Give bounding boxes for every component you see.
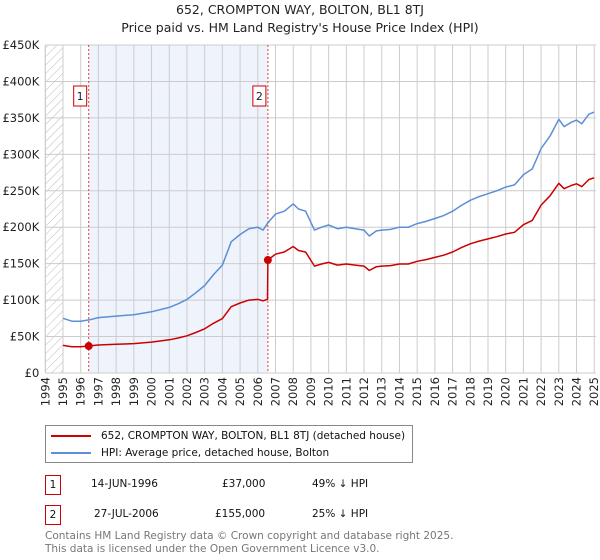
x-tick-label: 2011 [339,377,353,406]
y-tick-label: £400K [2,74,39,88]
legend: 652, CROMPTON WAY, BOLTON, BL1 8TJ (deta… [45,425,413,463]
x-tick-label: 2010 [322,377,336,406]
x-tick-label: 2012 [357,377,371,406]
legend-swatch-blue [51,452,91,454]
x-tick-label: 2019 [481,377,495,406]
x-tick-label: 2015 [410,377,424,406]
x-tick-label: 2020 [499,377,513,406]
transaction-date: 14-JUN-1996 [91,478,158,490]
sale-label-box [252,85,267,107]
transaction-number: 1 [45,475,61,495]
y-tick-label: £50K [10,330,40,344]
x-tick-label: 1995 [56,377,70,406]
hatched-region [45,45,64,373]
y-tick-label: £450K [2,38,39,52]
legend-label: 652, CROMPTON WAY, BOLTON, BL1 8TJ (deta… [101,430,406,442]
x-tick-label: 2023 [552,377,566,406]
legend-swatch-red [51,435,91,437]
hpi-line [62,111,595,322]
x-tick-label: 2013 [375,377,389,406]
x-tick-label: 2025 [587,377,600,406]
x-tick-label: 1998 [109,377,123,406]
price-chart: 1994 1995 1996 1997 1998 1999 2000 2001 2002 2003… [2,38,600,406]
property-price-line [62,177,595,348]
transaction-price: £37,000 [222,478,266,490]
sale-label: 1 [77,90,84,103]
chart-subtitle: Price paid vs. HM Land Registry's House … [121,20,479,35]
transaction-date: 27-JUL-2006 [94,508,159,520]
y-tick-label: £200K [2,220,39,234]
x-tick-label: 1999 [127,377,141,406]
x-tick-label: 2008 [286,377,300,406]
x-tick-label: 2007 [268,377,282,406]
x-tick-label: 2018 [463,377,477,406]
legend-item-hpi: HPI: Average price, detached house, Bolt… [51,445,329,461]
x-tick-label: 2003 [198,377,212,406]
footer-copyright: Contains HM Land Registry data © Crown c… [45,530,454,542]
transaction-hpi-diff: 25% ↓ HPI [312,508,369,520]
sale-point [84,342,93,351]
legend-label: HPI: Average price, detached house, Bolt… [101,447,330,459]
y-tick-label: £350K [2,111,39,125]
x-tick-label: 2016 [428,377,442,406]
transaction-number: 2 [45,505,61,525]
y-tick-label: £0 [25,366,40,380]
y-tick-label: £250K [2,184,39,198]
x-tick-label: 2005 [233,377,247,406]
x-tick-label: 2009 [304,377,318,406]
x-tick-label: 1997 [91,377,105,406]
x-tick-label: 2000 [145,377,159,406]
x-tick-label: 2021 [516,377,530,406]
legend-item-property: 652, CROMPTON WAY, BOLTON, BL1 8TJ (deta… [51,428,405,444]
x-tick-label: 2022 [534,377,548,406]
x-tick-label: 2024 [570,377,584,406]
y-tick-label: £100K [2,293,39,307]
x-tick-label: 2006 [251,377,265,406]
y-tick-label: £150K [2,257,39,271]
x-tick-label: 2002 [180,377,194,406]
x-tick-label: 2004 [215,377,229,406]
x-tick-label: 1996 [74,377,88,406]
x-tick-label: 2014 [392,377,406,406]
chart-title: 652, CROMPTON WAY, BOLTON, BL1 8TJ [176,2,424,17]
transaction-price: £155,000 [215,508,266,520]
transaction-hpi-diff: 49% ↓ HPI [312,478,369,490]
y-tick-label: £300K [2,147,39,161]
x-tick-label: 2017 [446,377,460,406]
ownership-shaded-region [88,45,268,373]
footer-licence: This data is licensed under the Open Gov… [45,543,380,555]
sale-label: 2 [256,90,263,103]
x-tick-label: 2001 [162,377,176,406]
sale-label-box [73,85,88,107]
x-tick-label: 1994 [38,377,52,406]
sale-point [263,256,272,265]
